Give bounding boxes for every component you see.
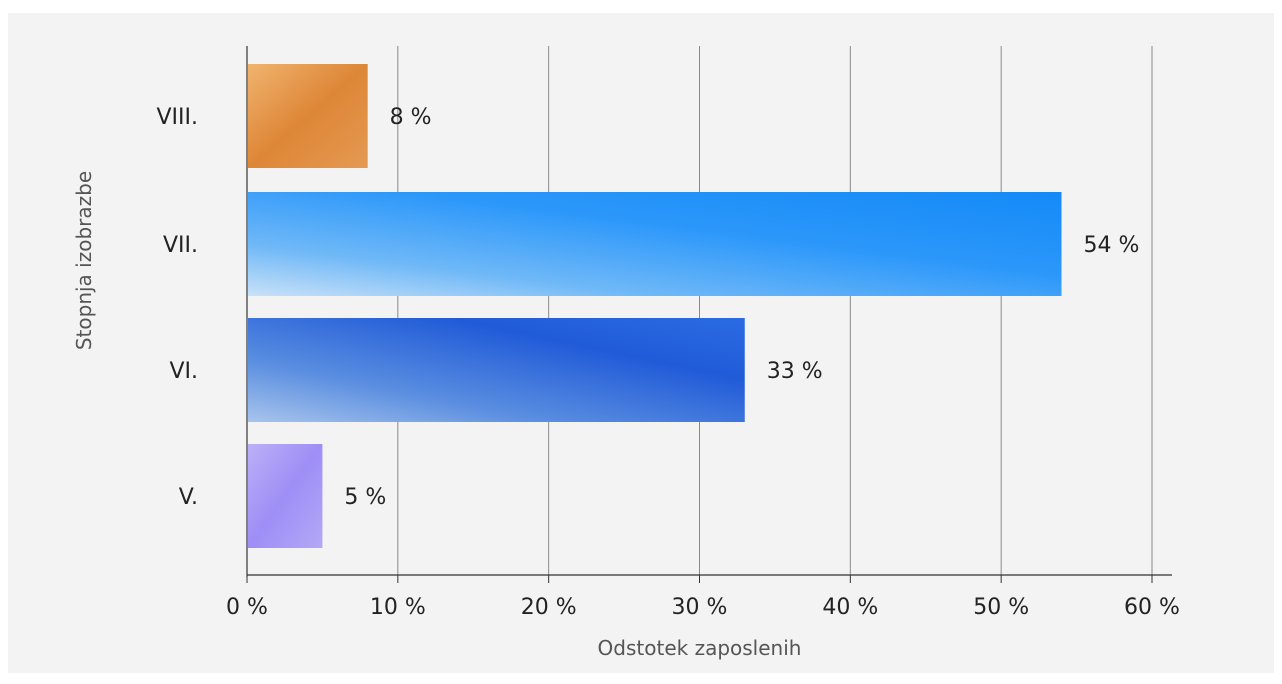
bar-vii [248, 192, 1062, 296]
bar-vi [248, 318, 745, 422]
data-label-vii: 54 % [1084, 233, 1140, 258]
data-label-vi: 33 % [767, 359, 823, 384]
x-tick-label-40: 40 % [822, 595, 878, 620]
category-label-viii: VIII. [156, 105, 198, 130]
gridlines [397, 46, 1153, 575]
x-tick-label-20: 20 % [521, 595, 577, 620]
x-tick-label-60: 60 % [1124, 595, 1180, 620]
bar-v [248, 444, 323, 548]
x-tick-label-10: 10 % [370, 595, 426, 620]
chart-svg: 8 % VIII. 54 % VII. 33 % VI. 5 % V. 0 % 10 % 20 % 3… [72, 46, 1180, 660]
x-tick-label-50: 50 % [973, 595, 1029, 620]
x-axis-title: Odstotek zaposlenih [598, 636, 802, 660]
data-label-viii: 8 % [390, 105, 432, 130]
x-tick-label-30: 30 % [672, 595, 728, 620]
bars [248, 64, 1062, 548]
bar-viii [248, 64, 368, 168]
labels: 8 % VIII. 54 % VII. 33 % VI. 5 % V. 0 % 10 % 20 % 3… [156, 105, 1179, 620]
y-axis-title: Stopnja izobrazbe [72, 171, 96, 350]
axes [246, 46, 1172, 583]
category-label-v: V. [179, 485, 198, 510]
chart-panel: 8 % VIII. 54 % VII. 33 % VI. 5 % V. 0 % 10 % 20 % 3… [8, 13, 1274, 673]
category-label-vi: VI. [169, 359, 198, 384]
x-tick-label-0: 0 % [226, 595, 268, 620]
category-label-vii: VII. [163, 233, 198, 258]
data-label-v: 5 % [344, 485, 386, 510]
